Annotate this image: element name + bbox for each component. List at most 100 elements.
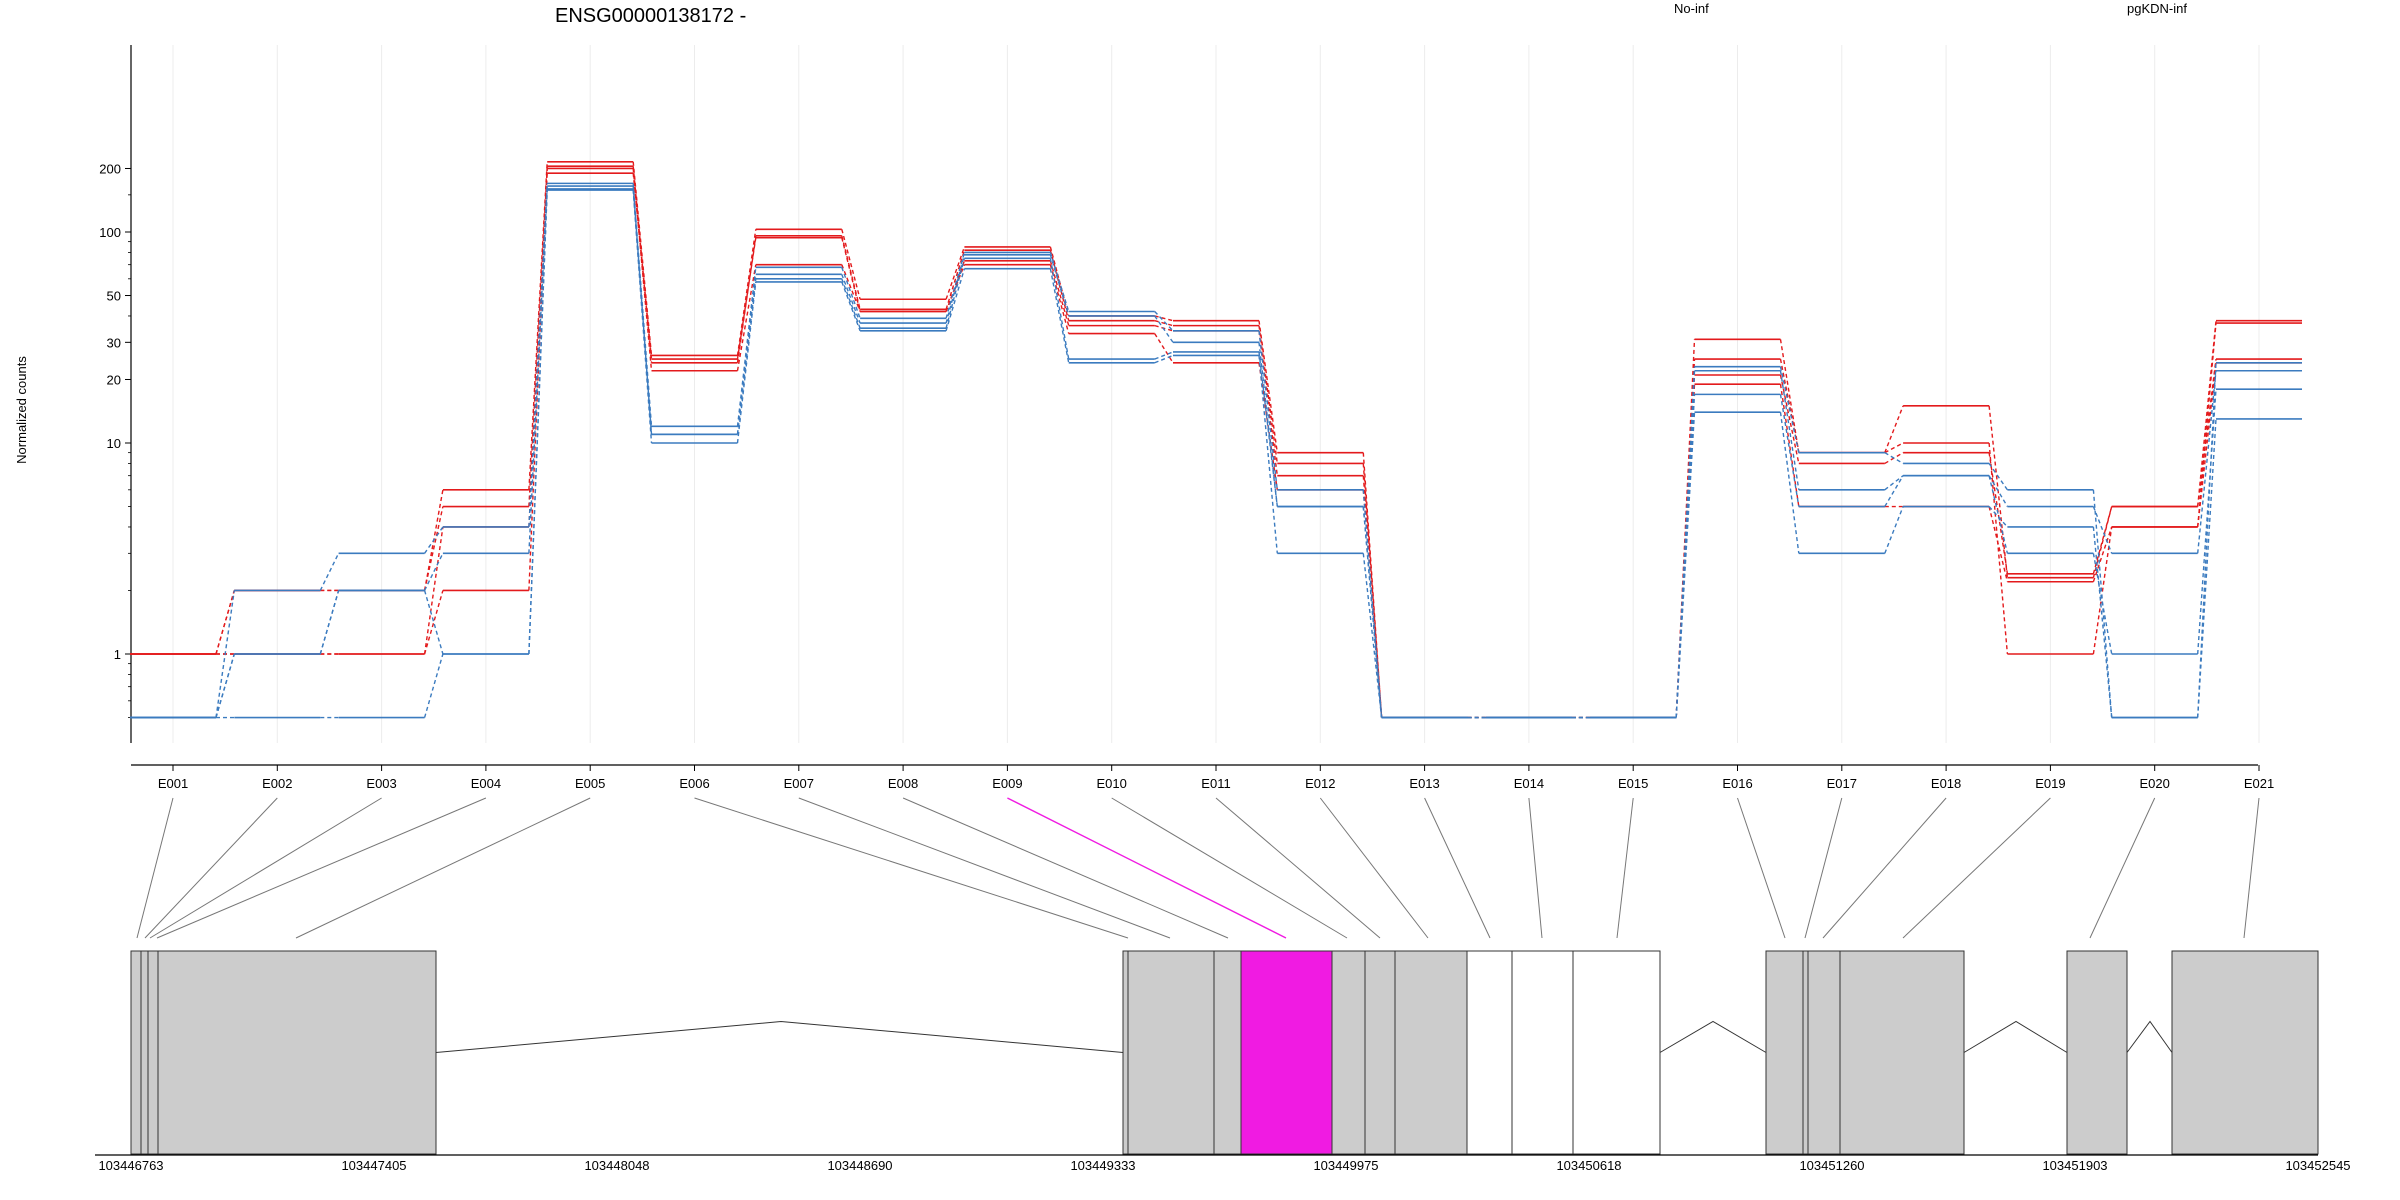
- exon-box: [1364, 950, 1396, 1155]
- exon-connector-line: [2243, 797, 2260, 939]
- exon-connector-line: [1737, 797, 1786, 939]
- series-connector: [1154, 315, 1174, 343]
- series-connector: [841, 229, 861, 300]
- series-connector: [2197, 389, 2217, 655]
- series-connector: [1779, 370, 1800, 490]
- series-connector: [1988, 475, 2009, 554]
- exon-box: [130, 950, 142, 1155]
- intron-line: [1659, 1020, 1767, 1053]
- exon-box: [1213, 950, 1242, 1155]
- y-tick-label: 1: [114, 647, 121, 662]
- genome-coordinate-label: 103448048: [584, 1158, 649, 1173]
- series-connector: [632, 173, 653, 360]
- series-connector: [945, 264, 966, 312]
- series-connector: [1362, 553, 1383, 718]
- exon-connector-line: [144, 797, 278, 939]
- x-tick-label: E016: [1722, 776, 1752, 791]
- x-tick-label: E009: [992, 776, 1022, 791]
- x-tick-label: E013: [1409, 776, 1439, 791]
- series-connector: [319, 590, 340, 655]
- exon-connector-line: [1822, 797, 1947, 939]
- exon-box: [1802, 950, 1809, 1155]
- x-tick-label: E017: [1827, 776, 1857, 791]
- series-connector: [215, 653, 235, 718]
- x-tick-label: E004: [471, 776, 501, 791]
- exon-box: [1839, 950, 1965, 1155]
- series-connector: [1675, 358, 1696, 718]
- series-connector: [1154, 311, 1174, 332]
- y-tick-label: 20: [107, 372, 121, 387]
- series-connector: [528, 186, 548, 554]
- exon-box: [1331, 950, 1366, 1155]
- exon-box: [1765, 950, 1804, 1155]
- genome-coordinate-label: 103449975: [1313, 1158, 1378, 1173]
- series-connector: [945, 254, 966, 324]
- exon-connector-line: [156, 797, 487, 939]
- y-tick-label: 50: [107, 289, 121, 304]
- series-connector: [423, 553, 444, 591]
- y-tick-label: 10: [107, 436, 121, 451]
- series-connector: [1988, 405, 2009, 578]
- exon-box: [1572, 950, 1661, 1155]
- series-connector: [424, 526, 444, 554]
- series-connector: [423, 653, 444, 718]
- series-connector: [423, 526, 444, 655]
- y-tick-label: 200: [99, 161, 121, 176]
- exon-connector-line: [1007, 797, 1287, 939]
- series-connector: [2197, 362, 2217, 528]
- genome-coordinate-label: 103451903: [2042, 1158, 2107, 1173]
- x-tick-label: E015: [1618, 776, 1648, 791]
- series-connector: [2197, 362, 2217, 718]
- series-connector: [945, 258, 966, 329]
- x-tick-label: E006: [679, 776, 709, 791]
- x-tick-label: E007: [784, 776, 814, 791]
- series-connector: [2092, 553, 2113, 655]
- series-connector: [841, 278, 861, 329]
- series-connector: [841, 281, 861, 332]
- series-connector: [1362, 489, 1383, 718]
- series-connector: [1779, 394, 1800, 507]
- series-connector: [945, 246, 966, 300]
- series-connector: [1258, 355, 1278, 554]
- x-tick-label: E020: [2140, 776, 2170, 791]
- series-connector: [736, 264, 757, 371]
- series-connector: [1049, 252, 1070, 312]
- series-connector: [2197, 370, 2217, 554]
- genome-coordinate-label: 103452545: [2285, 1158, 2350, 1173]
- series-connector: [1154, 315, 1174, 322]
- exon-connector-line: [1111, 797, 1348, 939]
- series-connector: [2092, 506, 2113, 578]
- series-connector: [1258, 325, 1278, 464]
- series-lines: [130, 161, 2302, 719]
- intron-line: [2126, 1020, 2173, 1053]
- series-connector: [632, 190, 653, 444]
- x-tick-label: E003: [366, 776, 396, 791]
- series-connector: [736, 281, 757, 444]
- series-connector: [1884, 506, 1904, 554]
- grid-lines: [172, 45, 2260, 743]
- series-connector: [2092, 506, 2113, 574]
- series-connector: [528, 183, 548, 528]
- exon-box: [1807, 950, 1841, 1155]
- genome-coordinate-label: 103451260: [1799, 1158, 1864, 1173]
- exon-connector-line: [694, 797, 1129, 939]
- series-connector: [1049, 268, 1070, 363]
- x-tick-label: E010: [1097, 776, 1127, 791]
- series-connector: [215, 590, 235, 718]
- exon-connector-line: [1319, 797, 1429, 939]
- x-tick-label: E011: [1201, 776, 1230, 791]
- series-connector: [632, 168, 653, 371]
- y-axis-label: Normalized counts: [14, 356, 29, 464]
- legend-label-no-inf: No-inf: [1674, 1, 1709, 16]
- exon-connector-line: [1215, 797, 1381, 939]
- intron-line: [1963, 1020, 2068, 1053]
- series-connector: [945, 249, 966, 310]
- exon-box: [1394, 950, 1468, 1155]
- series-connector: [1884, 405, 1904, 453]
- exon-connectors: [136, 797, 2260, 939]
- series-connector: [1779, 412, 1800, 554]
- exon-box: [2066, 950, 2128, 1155]
- genome-coordinate-label: 103447405: [341, 1158, 406, 1173]
- exon-connector-line: [149, 797, 382, 939]
- series-connector: [1884, 475, 1904, 507]
